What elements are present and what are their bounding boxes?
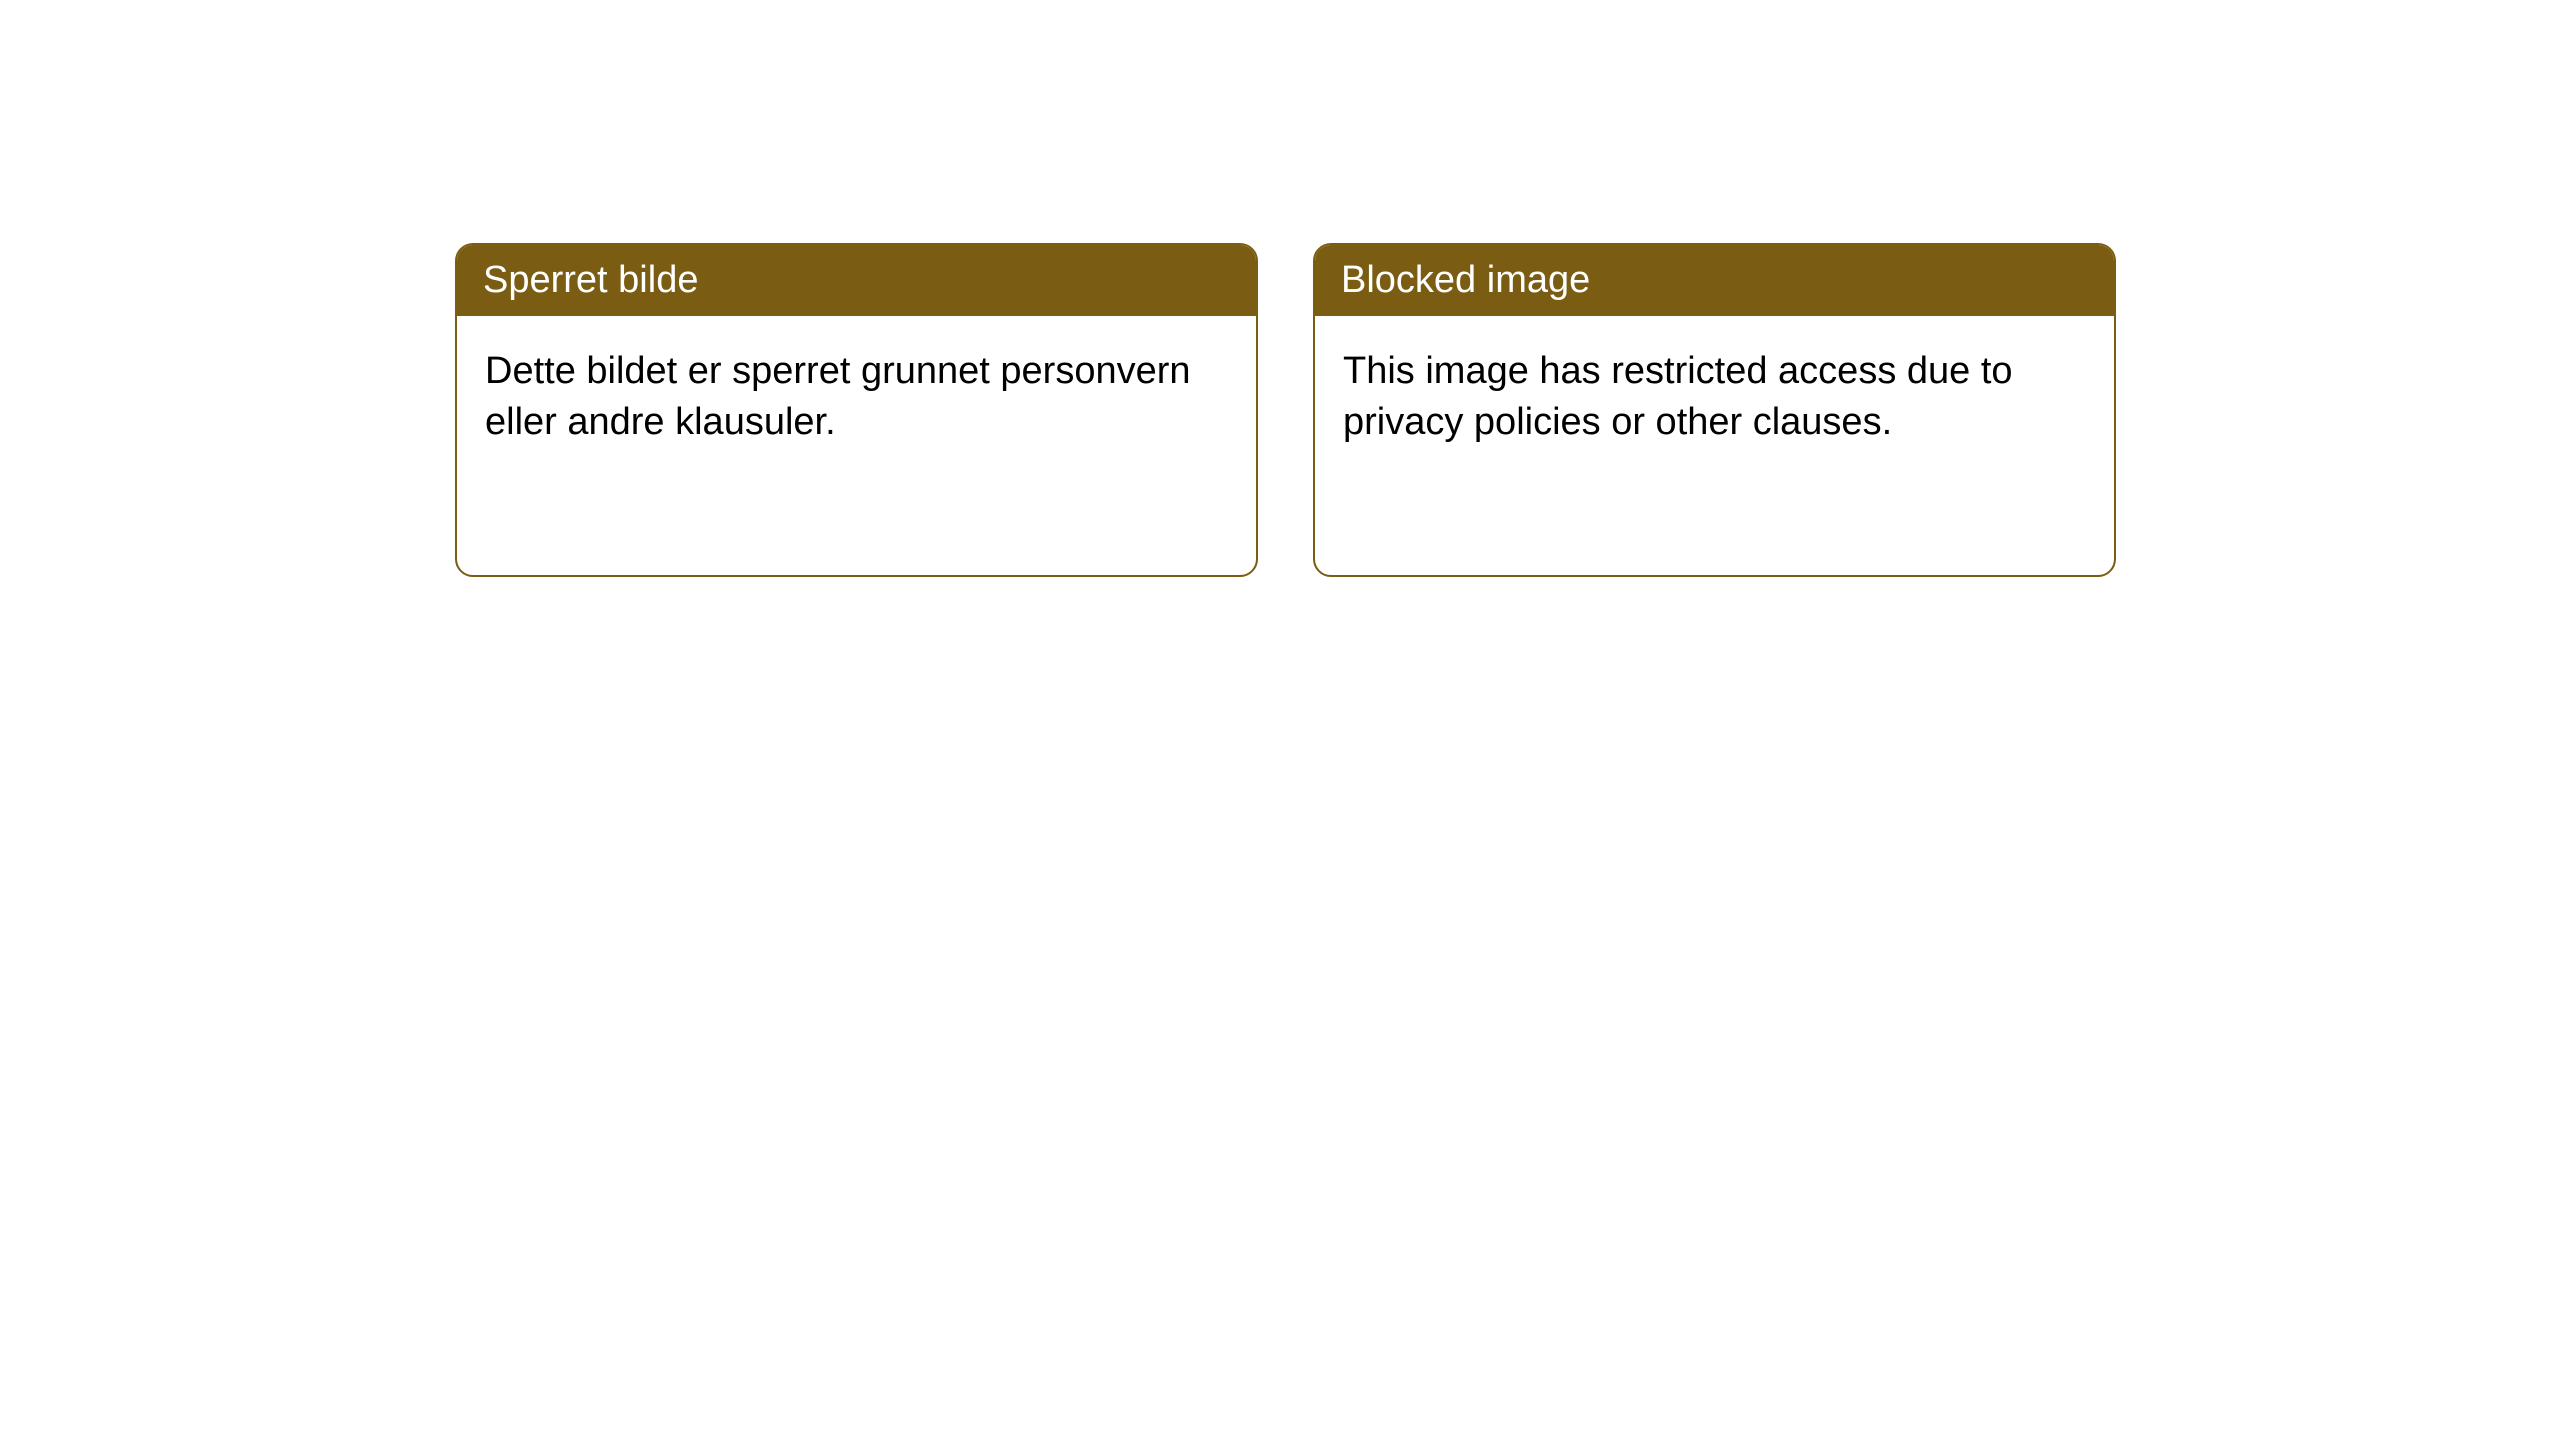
- card-body-text: This image has restricted access due to …: [1343, 350, 2013, 443]
- card-title: Sperret bilde: [483, 259, 698, 301]
- notice-cards-container: Sperret bilde Dette bildet er sperret gr…: [455, 243, 2116, 577]
- blocked-image-card-en: Blocked image This image has restricted …: [1313, 243, 2116, 577]
- card-body-text: Dette bildet er sperret grunnet personve…: [485, 350, 1191, 443]
- card-title: Blocked image: [1341, 259, 1590, 301]
- card-header: Sperret bilde: [457, 245, 1256, 316]
- blocked-image-card-no: Sperret bilde Dette bildet er sperret gr…: [455, 243, 1258, 577]
- card-header: Blocked image: [1315, 245, 2114, 316]
- card-body: This image has restricted access due to …: [1315, 316, 2114, 479]
- card-body: Dette bildet er sperret grunnet personve…: [457, 316, 1256, 479]
